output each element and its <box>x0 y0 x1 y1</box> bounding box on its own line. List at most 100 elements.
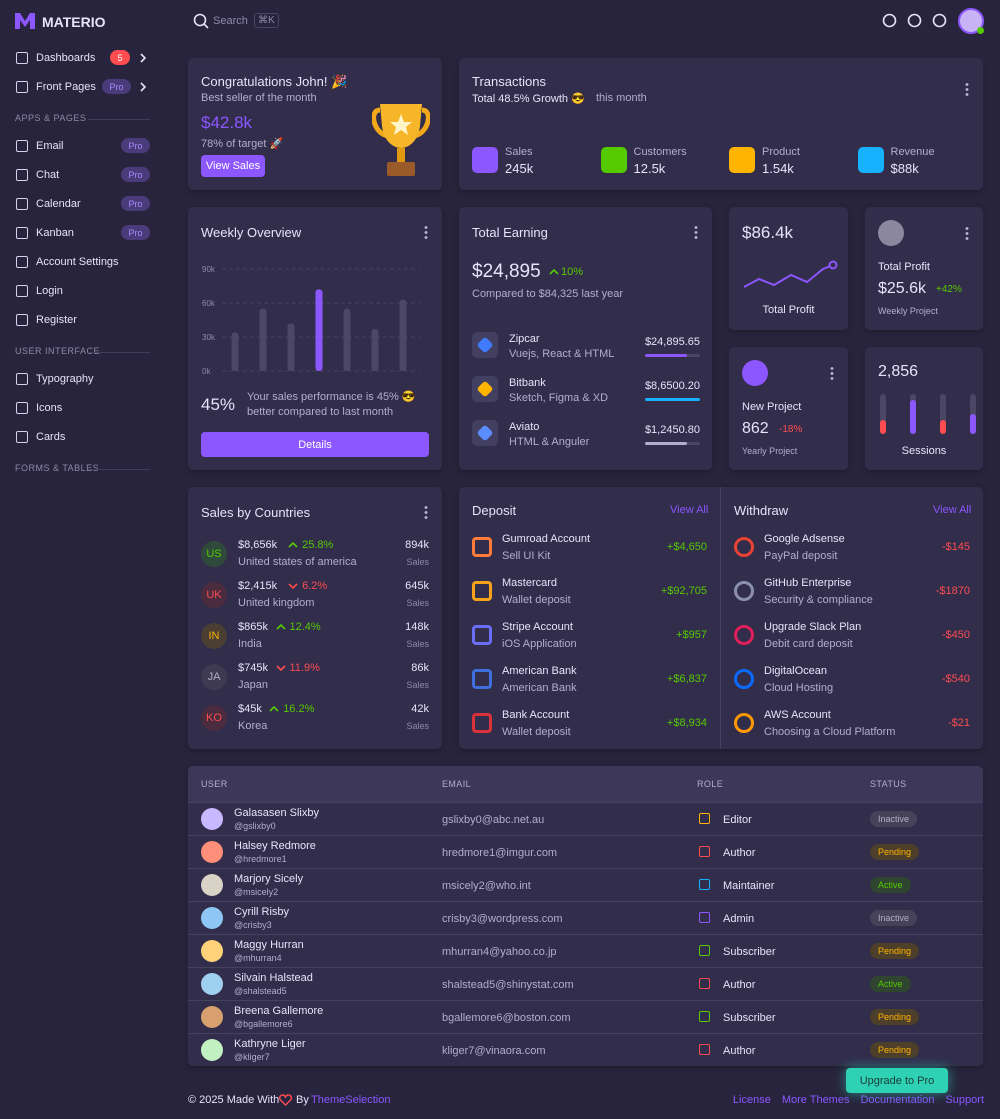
brand-logo <box>734 581 754 601</box>
y-tick-label: 0k <box>202 367 211 376</box>
name: Zipcar <box>509 333 540 345</box>
user-handle: @bgallemore6 <box>234 1019 293 1029</box>
user-name: Cyrill Risby <box>234 906 289 918</box>
upgrade-button[interactable]: Upgrade to Pro <box>846 1068 948 1093</box>
nav-badge: Pro <box>121 225 150 240</box>
footer-link[interactable]: License <box>732 1094 771 1106</box>
progress-bar <box>645 398 700 401</box>
subtitle: Yearly Project <box>742 446 798 456</box>
line <box>743 264 834 288</box>
country-avatar: KO <box>201 705 227 731</box>
change: 10% <box>561 266 584 278</box>
role-icon <box>699 978 710 989</box>
title: Weekly Overview <box>201 225 302 240</box>
new-project-card: New Project 862 -18% Yearly Project <box>729 347 848 470</box>
subtitle: Compared to $84,325 last year <box>472 288 624 300</box>
user-avatar <box>201 874 223 896</box>
nav-item[interactable]: Account Settings <box>0 247 170 276</box>
nav-item[interactable]: Front Pages Pro <box>0 72 170 101</box>
nav-item[interactable]: Register <box>0 305 170 334</box>
nav-item[interactable]: Chat Pro <box>0 160 170 189</box>
menu[interactable] <box>965 226 969 240</box>
amount: $25.6k <box>878 280 927 297</box>
sales: 894k <box>405 539 429 551</box>
menu[interactable] <box>424 505 428 519</box>
chevron <box>140 82 147 92</box>
mini-bar <box>910 400 916 434</box>
role-icon <box>699 879 710 890</box>
view-sales-button[interactable]: View Sales <box>201 155 265 177</box>
country: Korea <box>238 720 268 732</box>
item-amount: $24,895.65 <box>644 336 700 348</box>
brand-logo <box>472 669 492 689</box>
user-avatar <box>201 808 223 830</box>
congrats-card: Congratulations John! 🎉 Best seller of th… <box>188 58 442 190</box>
icon-shape <box>932 13 947 28</box>
details-button[interactable]: Details <box>201 432 429 457</box>
arrow-down <box>275 665 286 672</box>
label: Total Profit <box>762 304 815 316</box>
sales: 148k <box>405 621 429 633</box>
user-avatar <box>201 940 223 962</box>
user-name: Silvain Halstead <box>234 972 313 984</box>
arrow-down <box>140 53 147 63</box>
name: Upgrade Slack Plan <box>764 621 862 633</box>
profit-card: $86.4k Total Profit <box>729 207 848 330</box>
role: Author <box>723 1045 756 1057</box>
mini-bar <box>880 420 886 434</box>
user-name: Marjory Sicely <box>234 873 304 885</box>
row-divider <box>188 868 983 869</box>
amount: +$6,837 <box>666 673 707 685</box>
nav-item[interactable]: Dashboards 5 <box>0 43 170 72</box>
nav-section: USER INTERFACE <box>0 334 170 364</box>
nav-icon <box>16 255 28 268</box>
title: Sales by Countries <box>201 505 311 520</box>
chevron <box>275 623 286 630</box>
row-divider <box>188 967 983 968</box>
role: Admin <box>723 913 755 925</box>
subtitle: Weekly Project <box>878 306 938 316</box>
header-cell: STATUS <box>870 779 907 789</box>
menu[interactable] <box>424 225 428 239</box>
role-icon <box>699 945 710 956</box>
nav-item[interactable]: Kanban Pro <box>0 218 170 247</box>
company-link[interactable]: ThemeSelection <box>311 1094 391 1106</box>
name: DigitalOcean <box>764 665 827 677</box>
user-avatar <box>201 973 223 995</box>
icon <box>742 360 768 386</box>
nav-item[interactable]: Icons <box>0 393 170 422</box>
country: Japan <box>238 679 268 691</box>
copyright: © 2025 Made With <box>188 1094 280 1106</box>
bar-chart: 0k 30k 60k 90k <box>202 265 420 376</box>
name: American Bank <box>502 665 577 677</box>
performance-text: Your sales performance is 45% 😎 better c… <box>247 391 416 418</box>
row-divider <box>188 934 983 935</box>
chevron <box>288 583 298 590</box>
nav-item[interactable]: Calendar Pro <box>0 189 170 218</box>
user-avatar[interactable] <box>958 8 984 34</box>
sessions-card: 2,856 Sessions <box>865 347 983 470</box>
status-chip: Pending <box>870 943 920 959</box>
desc: HTML & Anguler <box>509 436 590 448</box>
footer-link[interactable]: Support <box>945 1094 984 1106</box>
nav-item[interactable]: Login <box>0 276 170 305</box>
view-all-link[interactable]: View All <box>670 504 709 516</box>
brand-logo <box>472 537 492 557</box>
footer-link[interactable]: More Themes <box>781 1094 850 1106</box>
nav-item[interactable]: Email Pro <box>0 131 170 160</box>
view-all-link[interactable]: View All <box>933 504 972 516</box>
footer-link[interactable]: Documentation <box>860 1094 935 1106</box>
user-handle: @crisby3 <box>234 920 272 930</box>
nav-badge: Pro <box>102 79 131 94</box>
title: Transactions <box>472 74 546 89</box>
nav-item[interactable]: Cards <box>0 422 170 451</box>
menu[interactable] <box>830 366 834 380</box>
menu[interactable] <box>694 225 698 239</box>
bar <box>371 329 379 371</box>
trophy-base <box>387 162 415 176</box>
menu[interactable] <box>965 82 969 96</box>
name: Gumroad Account <box>502 533 591 545</box>
change: 16.2% <box>283 703 315 715</box>
role: Author <box>723 847 756 859</box>
nav-item[interactable]: Typography <box>0 364 170 393</box>
